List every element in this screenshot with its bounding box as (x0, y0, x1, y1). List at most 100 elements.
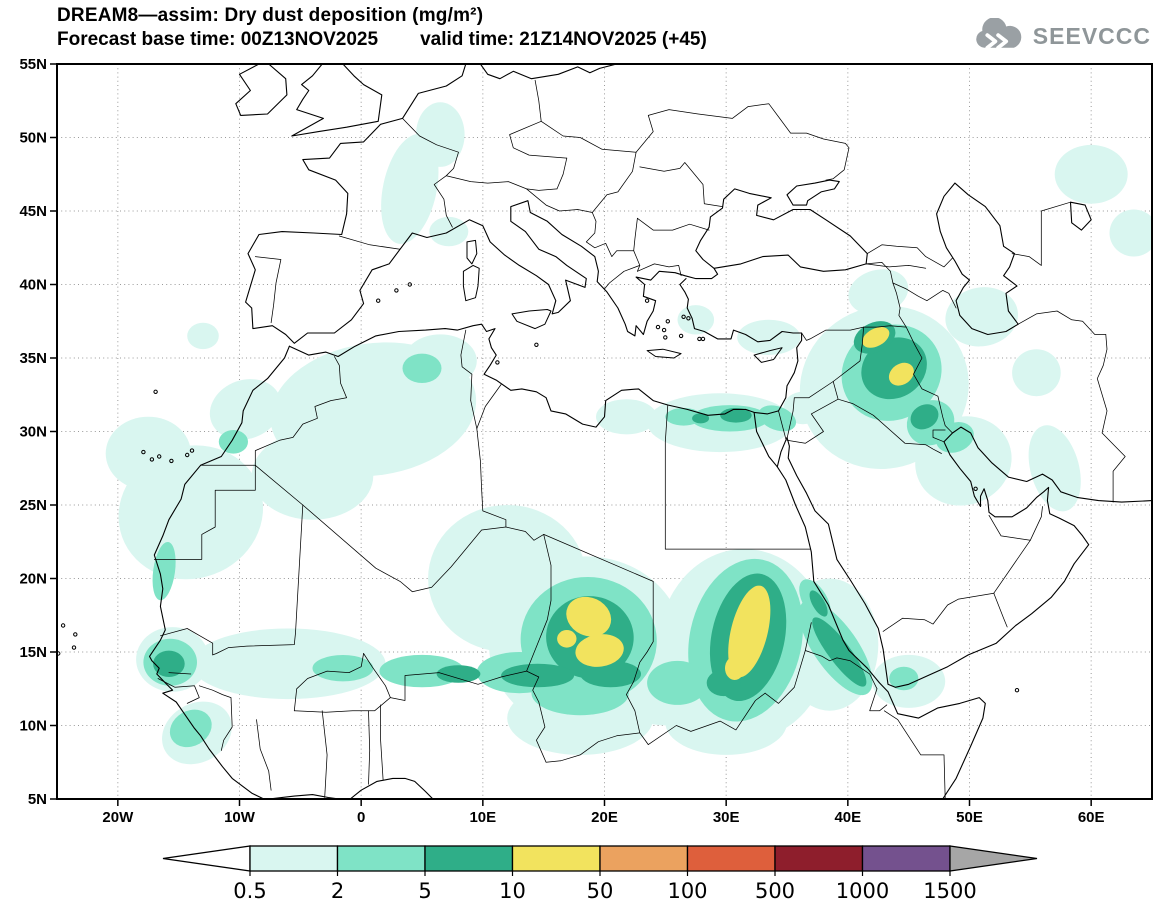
colorbar-min-arrow (162, 845, 251, 872)
country-border (293, 653, 364, 712)
small-island-dot (73, 632, 78, 637)
country-border (778, 410, 787, 440)
coastline (786, 179, 840, 206)
seevccc-logo: SEEVCCC (972, 18, 1151, 54)
dust-contour-band-4 (862, 327, 890, 348)
country-border (540, 120, 637, 153)
dust-contour-band-2 (889, 666, 919, 691)
lon-tick-label: 10E (469, 809, 496, 826)
lat-tick-label: 50N (19, 130, 47, 147)
country-border (157, 678, 200, 704)
country-border (832, 326, 864, 382)
small-island-dot (665, 319, 670, 324)
small-island-dot (407, 282, 412, 287)
colorbar-segment (599, 845, 689, 872)
country-border (747, 103, 850, 181)
dust-contour-band-2 (402, 353, 442, 383)
country-border (832, 381, 942, 454)
dust-contour-band-1 (1012, 349, 1061, 397)
dust-contour-band-1 (105, 416, 191, 491)
colorbar-max-arrow (949, 845, 1038, 872)
lat-tick-label: 20N (19, 571, 47, 588)
small-island-dot (71, 645, 77, 650)
coastline (479, 64, 618, 80)
dust-contour-band-2 (647, 660, 708, 705)
country-border (865, 263, 927, 269)
country-border (635, 115, 654, 153)
country-border (445, 175, 558, 191)
cloud-icon (976, 18, 1022, 50)
country-border (866, 244, 953, 268)
colorbar-segment (511, 845, 601, 872)
valid-time: valid time: 21Z14NOV2025 (+45) (420, 29, 707, 50)
lon-tick-label: 0 (357, 809, 365, 826)
small-island-dot (394, 288, 399, 293)
country-border (153, 464, 256, 560)
small-island-dot (157, 454, 162, 459)
dust-contour-band-1 (1028, 425, 1081, 512)
country-border (509, 79, 568, 159)
small-island-dot (1014, 688, 1020, 693)
country-border (526, 670, 562, 763)
country-border (338, 235, 401, 250)
lon-tick-label: 20E (591, 809, 618, 826)
small-island-dot (495, 360, 500, 365)
country-border (254, 356, 347, 466)
lon-tick-label: 40E (834, 809, 861, 826)
small-island-dot (700, 336, 706, 342)
country-border (869, 688, 888, 712)
small-island-dot (678, 333, 684, 339)
colorbar-tick-label: 0.5 (233, 879, 266, 903)
chart-subtitle: Forecast base time: 00Z13NOV2025 valid ti… (57, 29, 707, 51)
island-outline (646, 348, 682, 359)
country-border (1040, 201, 1071, 266)
country-border (801, 326, 864, 341)
dust-contour-band-1 (848, 269, 909, 315)
lat-tick-label: 45N (19, 203, 47, 220)
dust-contour-band-1 (251, 431, 374, 520)
country-border (664, 404, 669, 550)
header: DREAM8—assim: Dry dust deposition (mg/m²… (57, 5, 707, 51)
dust-contour-band-1 (416, 102, 465, 167)
dust-contour-band-2 (665, 408, 702, 426)
dust-contour-band-3 (812, 617, 867, 687)
dust-contour-band-1 (1054, 144, 1128, 204)
coastline (349, 777, 434, 799)
country-border (321, 710, 328, 798)
axis-ticks: 55N 50N 45N 40N 35N 30N 25N 20N 15N 10N 5N 20W 10W 0 1… (19, 56, 1104, 826)
colorbar-segment (336, 845, 426, 872)
country-border (804, 650, 878, 690)
dust-contour-band-1 (190, 628, 386, 700)
country-border (626, 581, 654, 745)
legend-colorbar: 0.5 2 5 10 50 100 500 1000 1500 (162, 845, 1038, 903)
coastline (1069, 201, 1092, 231)
country-border (637, 263, 682, 277)
lon-tick-label: 50E (956, 809, 983, 826)
colorbar-tick-label: 50 (587, 879, 614, 903)
dust-contour-band-2 (152, 541, 176, 601)
country-border (526, 188, 641, 272)
dust-contour-band-4 (575, 634, 624, 667)
dust-contour-band-3 (910, 404, 939, 430)
country-border (556, 157, 568, 190)
country-border (380, 704, 384, 781)
country-border (168, 672, 192, 675)
country-border (604, 265, 641, 290)
lon-tick-label: 30E (713, 809, 740, 826)
country-border (647, 106, 749, 119)
country-border (476, 384, 502, 429)
country-border (526, 534, 552, 672)
small-island-dot (661, 327, 667, 333)
country-border (639, 162, 723, 207)
colorbar-tick-label: 500 (755, 879, 795, 903)
country-border (256, 719, 272, 791)
dust-contour-band-4 (888, 362, 914, 386)
small-island-dot (655, 324, 661, 330)
island-outline (466, 239, 478, 265)
dust-contour-band-4 (728, 585, 771, 678)
colorbar-segment (686, 845, 776, 872)
colorbar-tick-label: 2 (331, 879, 344, 903)
country-border (786, 381, 834, 440)
